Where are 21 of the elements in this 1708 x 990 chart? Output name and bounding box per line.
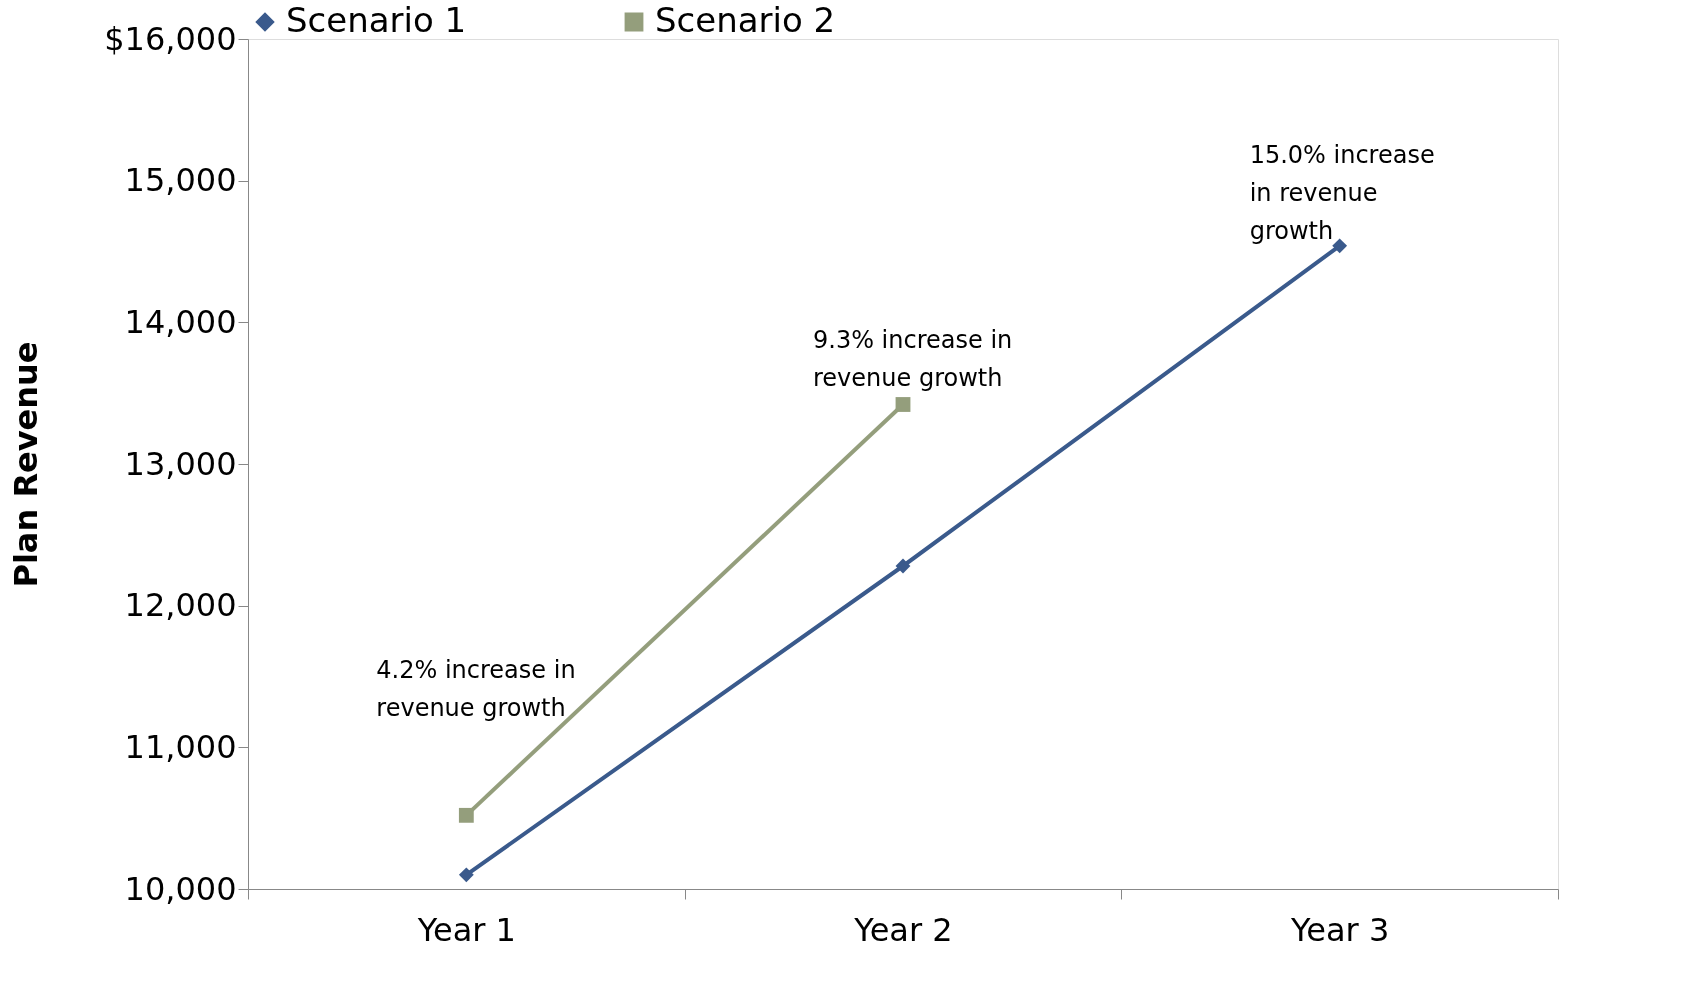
x-tick-label: Year 2 <box>853 910 953 949</box>
y-tick-label: 10,000 <box>124 869 237 908</box>
y-tick-label: 15,000 <box>124 161 237 200</box>
point <box>895 397 911 412</box>
y-tick-label: 14,000 <box>124 302 237 341</box>
point <box>458 867 474 883</box>
legend-label: Scenario 1 <box>286 0 467 40</box>
point <box>458 807 474 823</box>
point <box>895 558 911 574</box>
point <box>1332 238 1348 254</box>
legend-label: Scenario 2 <box>655 0 836 40</box>
y-tick-label: 13,000 <box>124 444 237 483</box>
x-tick-label: Year 3 <box>1290 910 1390 949</box>
x-tick-label: Year 1 <box>416 910 516 949</box>
y-tick-label: $16,000 <box>104 19 237 58</box>
y-tick-label: 12,000 <box>124 586 237 625</box>
annotation: 9.3% increase in revenue growth <box>813 326 1013 392</box>
annotation: 15.0% increase in revenue growth <box>1249 141 1435 245</box>
annotation: 4.2% increase in revenue growth <box>376 656 576 722</box>
y-axis-title: Plan Revenue <box>7 341 46 588</box>
y-tick-label: 11,000 <box>124 727 237 766</box>
